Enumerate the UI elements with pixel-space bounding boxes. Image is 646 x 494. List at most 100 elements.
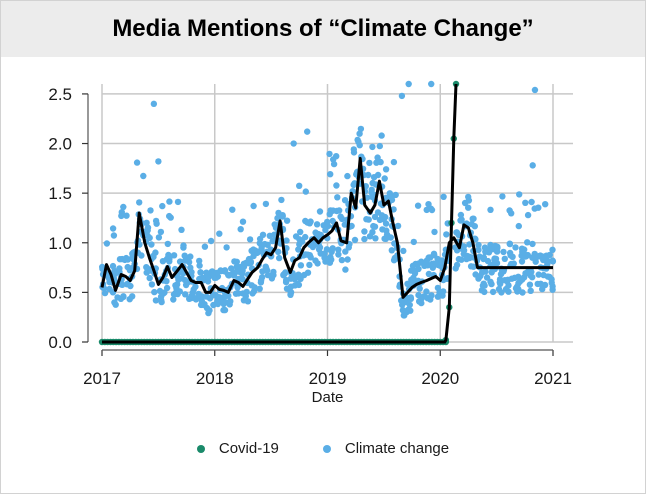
climate-point <box>166 198 173 205</box>
climate-point <box>306 261 313 269</box>
climate-point <box>409 278 417 285</box>
climate-point <box>453 229 460 236</box>
climate-point <box>515 222 522 230</box>
climate-point <box>361 228 368 235</box>
climate-point <box>494 244 501 252</box>
climate-point <box>470 263 477 270</box>
climate-point <box>297 262 305 269</box>
climate-point <box>378 132 385 139</box>
climate-point <box>120 293 127 300</box>
climate-point <box>129 293 136 300</box>
climate-point <box>334 194 341 201</box>
climate-point <box>152 217 160 225</box>
climate-point <box>458 256 465 263</box>
climate-point <box>496 279 503 286</box>
climate-point <box>167 214 174 221</box>
climate-point <box>487 278 494 285</box>
climate-point <box>546 251 553 259</box>
climate-point <box>428 80 435 88</box>
climate-point <box>175 276 182 283</box>
climate-point <box>246 236 254 243</box>
climate-point <box>176 288 183 295</box>
climate-point <box>355 138 362 145</box>
climate-point <box>192 283 199 290</box>
climate-point <box>460 247 468 254</box>
climate-change-points <box>99 80 557 319</box>
climate-point <box>507 252 514 259</box>
climate-point <box>493 260 501 267</box>
covid-legend-dot <box>196 444 205 453</box>
legend-item-climate: Climate change <box>322 440 450 457</box>
covid-legend-label: Covid-19 <box>218 440 279 457</box>
climate-point <box>549 246 556 253</box>
climate-point <box>295 246 302 253</box>
climate-point <box>484 257 492 265</box>
climate-point <box>480 254 487 261</box>
climate-point <box>234 284 241 291</box>
climate-point <box>418 299 425 307</box>
climate-point <box>329 245 336 252</box>
climate-point <box>250 252 257 260</box>
climate-point <box>365 171 372 179</box>
climate-point <box>283 237 290 244</box>
climate-point <box>524 211 532 219</box>
climate-point <box>223 244 230 251</box>
climate-point <box>184 256 192 264</box>
x-tick-label: 2019 <box>309 369 347 388</box>
y-tick-label: 0.5 <box>48 283 72 302</box>
climate-point <box>324 222 332 230</box>
climate-point <box>275 248 282 255</box>
covid-19-points <box>98 80 460 346</box>
climate-point <box>415 265 422 273</box>
climate-point <box>164 240 171 248</box>
climate-point <box>470 215 477 222</box>
climate-point <box>307 218 314 225</box>
climate-point <box>327 253 334 261</box>
climate-legend-label: Climate change <box>344 440 450 457</box>
climate-point <box>505 282 512 289</box>
climate-point <box>390 158 398 166</box>
climate-point <box>411 270 419 277</box>
climate-point <box>475 246 482 254</box>
climate-point <box>258 274 266 281</box>
climate-point <box>307 254 314 261</box>
climate-point <box>374 171 382 179</box>
climate-point <box>206 307 213 314</box>
climate-point <box>282 269 289 276</box>
climate-point <box>225 292 232 299</box>
climate-point <box>304 269 312 276</box>
climate-point <box>207 237 215 245</box>
climate-point <box>321 250 328 257</box>
climate-point <box>433 260 440 268</box>
climate-point <box>344 172 351 180</box>
climate-point <box>326 150 333 158</box>
climate-point <box>333 182 340 189</box>
climate-point <box>229 206 236 213</box>
climate-point <box>109 225 117 232</box>
climate-point <box>231 258 238 265</box>
x-axis-label: Date <box>312 389 344 406</box>
climate-point <box>133 159 141 166</box>
climate-point <box>394 222 402 230</box>
climate-point <box>529 274 536 281</box>
climate-point <box>425 270 433 278</box>
climate-point <box>129 254 136 262</box>
climate-point <box>335 246 342 253</box>
y-tick-label: 1.0 <box>48 234 72 253</box>
climate-point <box>376 216 384 224</box>
climate-point <box>431 228 438 236</box>
climate-point <box>278 196 285 204</box>
climate-point <box>201 243 209 250</box>
climate-point <box>388 247 395 254</box>
climate-point <box>150 100 158 108</box>
climate-point <box>383 227 390 234</box>
climate-point <box>110 232 118 239</box>
climate-point <box>438 257 446 264</box>
x-tick-label: 2020 <box>421 369 459 388</box>
climate-point <box>522 270 529 277</box>
climate-point <box>428 206 436 214</box>
y-tick-label: 1.5 <box>48 184 72 203</box>
climate-point <box>514 288 521 295</box>
climate-point <box>196 262 203 269</box>
